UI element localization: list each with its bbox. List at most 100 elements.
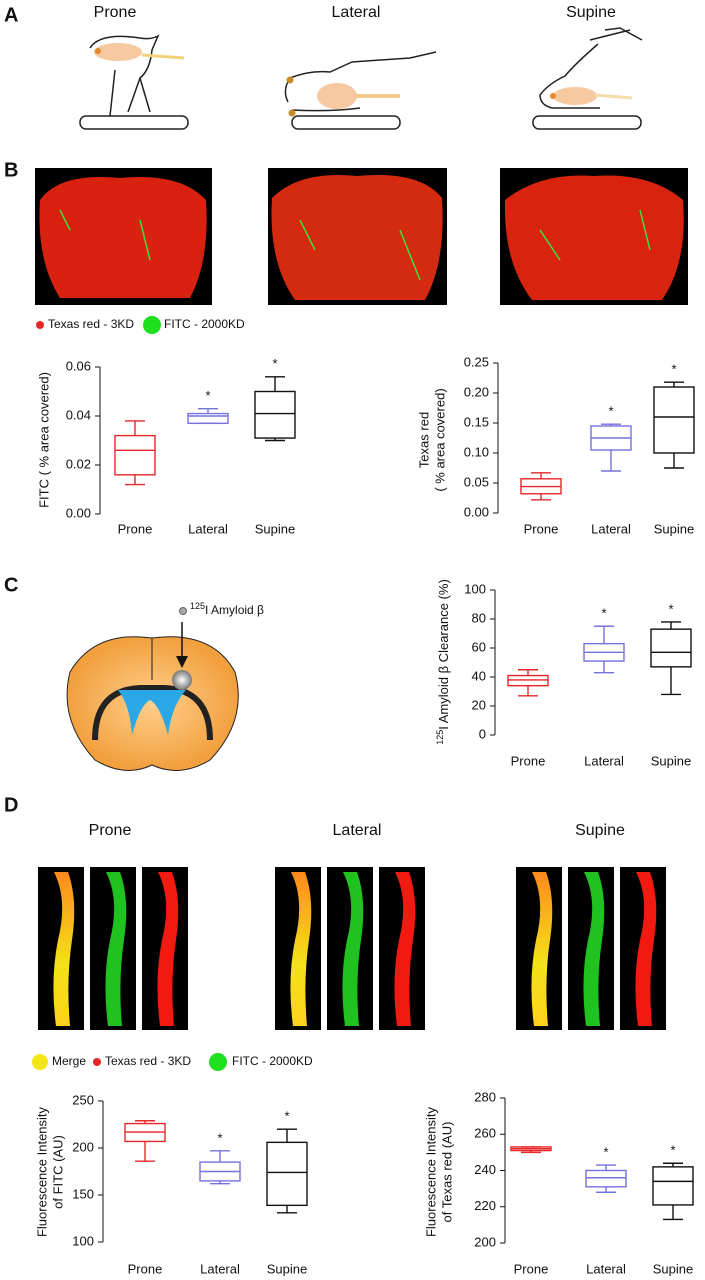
legend-label: Merge (52, 1054, 86, 1068)
spinal-cord (394, 872, 416, 1026)
y-tick-label: 0.06 (66, 358, 91, 373)
brain-images (35, 168, 688, 305)
significance: * (603, 1145, 608, 1160)
x-tick-label: Supine (654, 521, 694, 536)
y-tick-label: 250 (72, 1092, 94, 1107)
y-tick-label: 150 (72, 1186, 94, 1201)
position-title: Lateral (333, 822, 382, 839)
superscript: 125 (435, 730, 445, 745)
significance: * (670, 1143, 675, 1158)
position-title: Lateral (332, 4, 381, 21)
significance: * (608, 404, 613, 419)
spinal-cord (53, 872, 75, 1026)
brain-diagram (66, 607, 239, 771)
y-tick-label: 0.20 (464, 384, 489, 399)
superscript: 125 (190, 601, 205, 611)
y-tick-label: 260 (474, 1126, 496, 1141)
annotation-text: I Amyloid β (205, 603, 264, 617)
y-axis-label: ( % area covered) (432, 388, 447, 491)
y-tick-label: 0.00 (66, 505, 91, 520)
spinal-cord (531, 872, 553, 1026)
y-tick-label: 220 (474, 1198, 496, 1213)
box (650, 628, 692, 668)
y-tick-label: 0.02 (66, 456, 91, 471)
x-tick-label: Lateral (584, 753, 624, 768)
position-title: Supine (566, 4, 616, 21)
y-tick-label: 0.00 (464, 504, 489, 519)
y-tick-label: 60 (472, 639, 486, 654)
y-tick-label: 0.05 (464, 474, 489, 489)
panel-label: B (4, 159, 18, 181)
significance: * (668, 601, 673, 616)
position-title: Prone (94, 4, 137, 21)
y-tick-label: 20 (472, 697, 486, 712)
box (653, 386, 695, 454)
x-tick-label: Lateral (188, 521, 228, 536)
significance: * (671, 362, 676, 377)
significance: * (205, 388, 210, 403)
legend-label: Texas red - 3KD (48, 317, 134, 331)
box (187, 412, 229, 425)
illustration (79, 27, 643, 130)
significance: * (284, 1109, 289, 1124)
x-tick-label: Prone (118, 521, 153, 536)
y-tick-label: 0.25 (464, 354, 489, 369)
legend-marker (32, 1054, 48, 1070)
y-axis-label: Fluorescence Intensity (34, 1106, 49, 1237)
significance: * (272, 356, 277, 371)
legend-marker (36, 321, 44, 329)
box (114, 434, 156, 476)
y-tick-label: 280 (474, 1089, 496, 1104)
position-title: Supine (575, 822, 625, 839)
spinal-cord (342, 872, 364, 1026)
y-tick-label: 100 (72, 1233, 94, 1248)
y-axis-label: of FITC (AU) (50, 1135, 65, 1209)
spinal-cord (290, 872, 312, 1026)
legend-marker (143, 316, 161, 334)
y-axis-label: Texas red (416, 412, 431, 468)
x-tick-label: Prone (524, 521, 559, 536)
x-tick-label: Supine (651, 753, 691, 768)
position-title: Prone (89, 822, 132, 839)
significance: * (601, 606, 606, 621)
spinal-cord (635, 872, 657, 1026)
x-tick-label: Lateral (591, 521, 631, 536)
y-tick-label: 240 (474, 1162, 496, 1177)
y-tick-label: 0 (479, 726, 486, 741)
box (585, 1169, 627, 1188)
x-tick-label: Supine (653, 1261, 693, 1276)
spinal-cord (583, 872, 605, 1026)
box (266, 1141, 308, 1207)
label-text: I Amyloid β Clearance (%) (436, 579, 451, 730)
x-tick-label: Lateral (586, 1261, 626, 1276)
y-tick-label: 200 (474, 1234, 496, 1249)
x-tick-label: Prone (128, 1261, 163, 1276)
y-axis-label: Fluorescence Intensity (423, 1106, 438, 1237)
x-tick-label: Prone (514, 1261, 549, 1276)
spinal-cord (157, 872, 179, 1026)
y-axis-label: of Texas red (AU) (439, 1122, 454, 1223)
y-tick-label: 0.10 (464, 444, 489, 459)
box (254, 390, 296, 439)
box (507, 674, 549, 687)
x-tick-label: Lateral (200, 1261, 240, 1276)
y-tick-label: 0.04 (66, 407, 91, 422)
y-tick-label: 100 (464, 581, 486, 596)
y-axis-label: 125I Amyloid β Clearance (%) (435, 579, 451, 745)
spinal-cord-images (38, 867, 666, 1030)
y-tick-label: 200 (72, 1139, 94, 1154)
legend-label: Texas red - 3KD (105, 1054, 191, 1068)
legend-label: FITC - 2000KD (232, 1054, 313, 1068)
x-tick-label: Supine (255, 521, 295, 536)
legend-marker (93, 1058, 101, 1066)
panel-label: C (4, 574, 18, 596)
y-tick-label: 0.15 (464, 414, 489, 429)
box (652, 1166, 694, 1206)
y-tick-label: 40 (472, 668, 486, 683)
panel-label: A (4, 4, 18, 26)
legend-label: FITC - 2000KD (164, 317, 245, 331)
x-tick-label: Supine (267, 1261, 307, 1276)
y-axis-label: FITC ( % area covered) (36, 372, 51, 508)
